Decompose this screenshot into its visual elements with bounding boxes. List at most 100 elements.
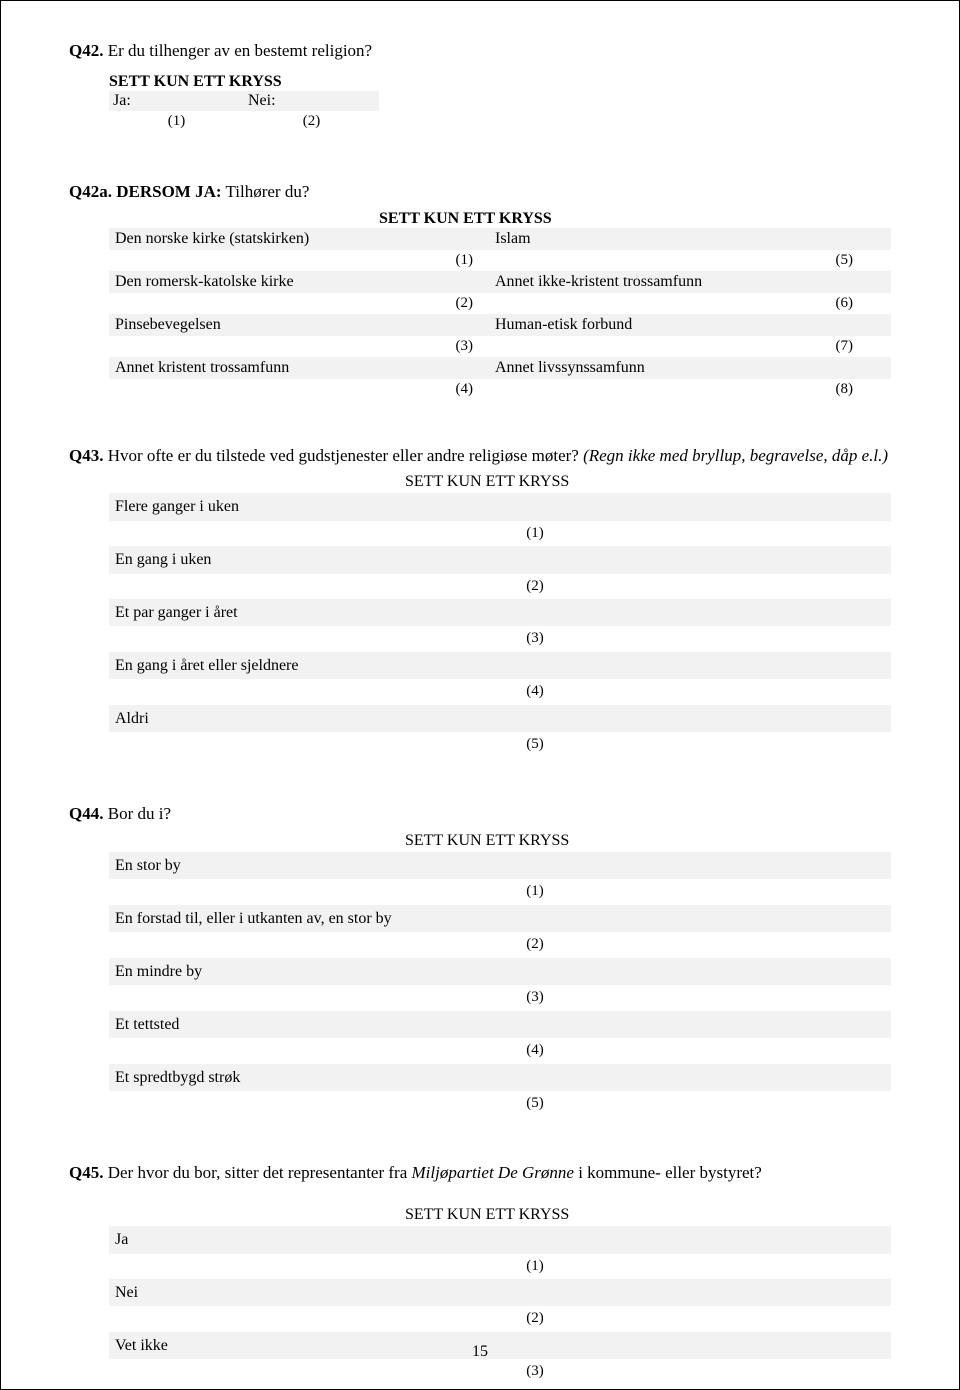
q43-instr: SETT KUN ETT KRYSS — [109, 473, 891, 491]
q44-opt-num-2-blank — [499, 970, 571, 974]
q44-opt-num-1-blank — [499, 917, 571, 921]
q42a-left-num-2 — [419, 314, 489, 336]
q42a-left-numval-1[interactable]: (2) — [419, 293, 489, 314]
q44-opt-label-2: En mindre by — [109, 958, 499, 985]
q45-part1: Der hvor du bor, sitter det representant… — [108, 1163, 412, 1182]
q42a-left-numval-0[interactable]: (1) — [419, 250, 489, 271]
q42a-right-numval-3[interactable]: (8) — [799, 379, 869, 400]
q42a-text: Q42a. DERSOM JA: Tilhører du? — [69, 180, 891, 204]
q42a-left-label-2: Pinsebevegelsen — [109, 314, 419, 336]
q42a-right-num-1 — [799, 271, 869, 293]
q42a-instr: SETT KUN ETT KRYSS — [379, 210, 552, 228]
q42a-left-num-3 — [419, 357, 489, 379]
q45-opt-num-1[interactable]: (2) — [499, 1306, 571, 1332]
q43-opt-num-1-blank — [499, 558, 571, 562]
table-row: Pinsebevegelsen Human-etisk forbund — [109, 314, 891, 336]
q44-opt-num-2[interactable]: (3) — [499, 985, 571, 1011]
q44-opt-label-3: Et tettsted — [109, 1011, 499, 1038]
table-row: (3) — [109, 985, 891, 1011]
q42a-left-label-3: Annet kristent trossamfunn — [109, 357, 419, 379]
q44-opt-num-4-blank — [499, 1076, 571, 1080]
q42a-rows: Den norske kirke (statskirken) Islam (1)… — [109, 228, 891, 400]
q42-head: Ja: Nei: — [109, 91, 379, 111]
table-row: Den romersk-katolske kirke Annet ikke-kr… — [109, 271, 891, 293]
q44-table: SETT KUN ETT KRYSS En stor by (1) En for… — [109, 832, 891, 1117]
q42a-right-numval-1[interactable]: (6) — [799, 293, 869, 314]
q44-block: Q44. Bor du i? SETT KUN ETT KRYSS En sto… — [69, 802, 891, 1116]
table-row: Nei — [109, 1279, 891, 1306]
q45-opt-num-0-blank — [499, 1238, 571, 1242]
q43-opt-label-3: En gang i året eller sjeldnere — [109, 652, 499, 679]
table-row: (3) — [109, 1359, 891, 1385]
table-row: En gang i uken — [109, 546, 891, 573]
q44-question: Bor du i? — [108, 804, 171, 823]
q42a-right-spacer-1 — [489, 293, 799, 314]
q45-opt-num-2[interactable]: (3) — [499, 1359, 571, 1385]
q43-opt-num-4-blank — [499, 717, 571, 721]
q42a-left-spacer-2 — [109, 336, 419, 357]
q42a-right-num-0 — [799, 228, 869, 250]
q43-opt-num-0-blank — [499, 505, 571, 509]
table-row: (1) (5) — [109, 250, 891, 271]
q44-spacer-3 — [109, 1038, 499, 1042]
table-row: (2) — [109, 1306, 891, 1332]
q43-block: Q43. Hvor ofte er du tilstede ved gudstj… — [69, 444, 891, 758]
q42-no-num[interactable]: (2) — [244, 111, 379, 132]
q43-opt-label-4: Aldri — [109, 705, 499, 732]
q45-opt-num-1-blank — [499, 1291, 571, 1295]
q42a-block: Q42a. DERSOM JA: Tilhører du? SETT KUN E… — [69, 180, 891, 400]
q42a-left-num-1 — [419, 271, 489, 293]
page-number: 15 — [1, 1343, 959, 1361]
q42a-right-label-1: Annet ikke-kristent trossamfunn — [489, 271, 799, 293]
table-row: (2) — [109, 574, 891, 600]
table-row: Et par ganger i året — [109, 599, 891, 626]
q43-opt-num-1[interactable]: (2) — [499, 574, 571, 600]
q42a-right-spacer-3 — [489, 379, 799, 400]
q44-id: Q44. — [69, 804, 103, 823]
q42a-right-numval-2[interactable]: (7) — [799, 336, 869, 357]
q42a-left-numval-3[interactable]: (4) — [419, 379, 489, 400]
q43-italic: (Regn ikke med bryllup, begravelse, dåp … — [583, 446, 888, 465]
q42-id: Q42. — [69, 41, 103, 60]
q45-text: Q45. Der hvor du bor, sitter det represe… — [69, 1161, 891, 1185]
table-row: (1) — [109, 1254, 891, 1280]
q45-instr: SETT KUN ETT KRYSS — [109, 1206, 891, 1224]
q44-opt-num-3[interactable]: (4) — [499, 1038, 571, 1064]
q43-opt-num-3-blank — [499, 664, 571, 668]
q42-block: Q42. Er du tilhenger av en bestemt relig… — [69, 39, 891, 132]
table-row: Et tettsted — [109, 1011, 891, 1038]
q44-spacer-1 — [109, 932, 499, 936]
q43-opt-num-2-blank — [499, 611, 571, 615]
q45-part2: i kommune- eller bystyret? — [574, 1163, 762, 1182]
table-row: Den norske kirke (statskirken) Islam — [109, 228, 891, 250]
q44-opt-num-1[interactable]: (2) — [499, 932, 571, 958]
q43-spacer-0 — [109, 521, 499, 525]
q45-opt-num-0[interactable]: (1) — [499, 1254, 571, 1280]
q44-opt-num-0-blank — [499, 864, 571, 868]
table-row: (3) (7) — [109, 336, 891, 357]
q42a-left-numval-2[interactable]: (3) — [419, 336, 489, 357]
q43-opt-num-2[interactable]: (3) — [499, 626, 571, 652]
q44-opt-num-0[interactable]: (1) — [499, 879, 571, 905]
q43-opt-num-4[interactable]: (5) — [499, 732, 571, 758]
q42-text: Q42. Er du tilhenger av en bestemt relig… — [69, 39, 891, 63]
q43-opt-label-0: Flere ganger i uken — [109, 493, 499, 520]
table-row: En mindre by — [109, 958, 891, 985]
q42-yes-num[interactable]: (1) — [109, 111, 244, 132]
q42-yes-label: Ja: — [109, 91, 244, 111]
q44-opt-num-4[interactable]: (5) — [499, 1091, 571, 1117]
q43-text: Q43. Hvor ofte er du tilstede ved gudstj… — [69, 444, 891, 468]
table-row: (5) — [109, 732, 891, 758]
q43-id: Q43. — [69, 446, 103, 465]
q42a-right-num-3 — [799, 357, 869, 379]
q43-opt-num-0[interactable]: (1) — [499, 521, 571, 547]
q43-spacer-1 — [109, 574, 499, 578]
q42a-right-numval-0[interactable]: (5) — [799, 250, 869, 271]
table-row: (1) — [109, 521, 891, 547]
q45-spacer-1 — [109, 1306, 499, 1310]
q44-spacer-4 — [109, 1091, 499, 1095]
q43-opt-num-3[interactable]: (4) — [499, 679, 571, 705]
q42-instr: SETT KUN ETT KRYSS — [109, 73, 379, 91]
table-row: En gang i året eller sjeldnere — [109, 652, 891, 679]
q42a-left-num-0 — [419, 228, 489, 250]
